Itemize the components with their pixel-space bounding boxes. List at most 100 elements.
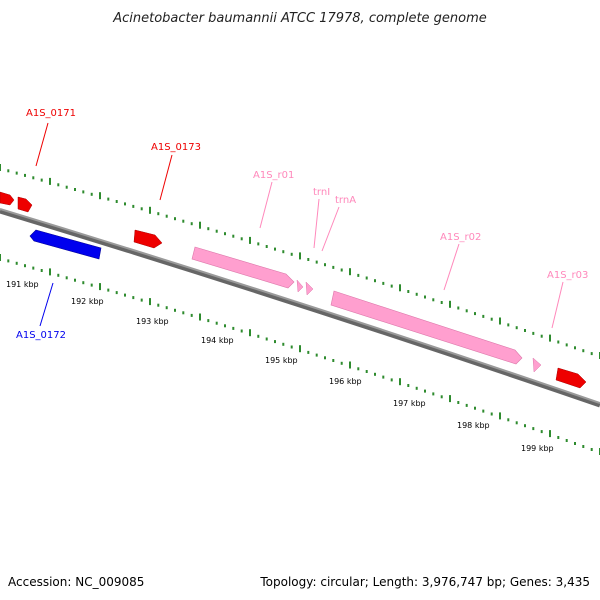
inner-ring-minor-tick (307, 350, 310, 354)
outer-ring-minor-tick (574, 346, 576, 350)
gene-arrow-trnI[interactable] (296, 279, 304, 293)
inner-tick-ring (0, 254, 600, 455)
inner-ring-minor-tick (515, 421, 518, 425)
tick-label-194: 194 kbp (201, 336, 234, 345)
inner-ring-major-tick (199, 313, 201, 321)
gene-label-trnI[interactable]: trnI (313, 187, 330, 198)
inner-ring-major-tick (249, 329, 251, 337)
outer-ring-minor-tick (357, 273, 360, 277)
inner-ring-minor-tick (24, 264, 26, 268)
inner-ring-minor-tick (240, 329, 243, 333)
gene-label-A1S_0172[interactable]: A1S_0172 (16, 330, 66, 341)
inner-ring-minor-tick (415, 386, 418, 390)
outer-ring-minor-tick (190, 222, 193, 226)
gene-label-A1S_0171[interactable]: A1S_0171 (26, 108, 76, 119)
inner-ring-minor-tick (82, 281, 85, 285)
inner-ring-major-tick (349, 361, 351, 369)
outer-ring-major-tick (499, 317, 501, 325)
gene-labels: A1S_0171 A1S_0172 A1S_0173 A1S_r01 trnI … (16, 108, 588, 341)
inner-ring-minor-tick (390, 378, 393, 382)
outer-ring-minor-tick (382, 281, 385, 285)
backbone-line (0, 208, 600, 404)
inner-ring-minor-tick (157, 303, 160, 307)
outer-ring-minor-tick (182, 219, 185, 223)
outer-ring-minor-tick (24, 173, 26, 177)
inner-ring-minor-tick (115, 291, 118, 295)
inner-ring-minor-tick (324, 356, 326, 360)
inner-ring-major-tick (449, 395, 451, 403)
outer-ring-minor-tick (340, 268, 343, 272)
outer-ring-minor-tick (557, 340, 560, 344)
outer-ring-minor-tick (215, 229, 218, 233)
gene-arrow-A1S_r02[interactable] (330, 290, 523, 365)
outer-ring-minor-tick (532, 331, 535, 335)
genome-title: Acinetobacter baumannii ATCC 17978, comp… (112, 11, 487, 26)
outer-ring-minor-tick (132, 204, 135, 208)
inner-ring-minor-tick (340, 361, 343, 365)
leader-A1S_0172 (39, 282, 54, 327)
inner-ring-minor-tick (132, 296, 135, 300)
inner-ring-minor-tick (315, 353, 318, 357)
inner-ring-major-tick (299, 345, 301, 353)
outer-ring-minor-tick (365, 276, 368, 280)
gene-arrow-A1S_r03[interactable] (555, 367, 587, 389)
inner-ring-minor-tick (74, 278, 76, 282)
inner-ring-minor-tick (365, 370, 368, 373)
gene-label-A1S_r02[interactable]: A1S_r02 (440, 232, 481, 243)
tick-label-196: 196 kbp (329, 377, 362, 386)
outer-ring-major-tick (249, 236, 251, 244)
inner-ring-minor-tick (524, 424, 526, 428)
inner-ring-minor-tick (557, 436, 560, 439)
gene-arrow-A1S_r01[interactable] (191, 246, 295, 289)
inner-ring-major-tick (49, 268, 51, 276)
gene-arrow-small-rna[interactable] (532, 357, 542, 373)
outer-ring-minor-tick (74, 188, 76, 191)
gene-arrow-A1S_0173[interactable] (133, 229, 163, 249)
gene-label-A1S_0173[interactable]: A1S_0173 (151, 142, 201, 153)
gene-A1S_0171[interactable] (0, 191, 33, 213)
outer-ring-minor-tick (457, 306, 460, 310)
gene-arrow-A1S_0171[interactable] (0, 191, 15, 206)
outer-ring-major-tick (149, 206, 151, 214)
outer-ring-minor-tick (290, 252, 293, 256)
inner-ring-major-tick (499, 412, 501, 420)
inner-ring-minor-tick (57, 273, 60, 277)
gene-label-A1S_r03[interactable]: A1S_r03 (547, 270, 588, 281)
inner-ring-minor-tick (574, 442, 576, 445)
tick-label-193: 193 kbp (136, 317, 169, 326)
inner-ring-minor-tick (465, 403, 468, 407)
leader-A1S_r02 (443, 243, 460, 291)
inner-ring-minor-tick (590, 448, 593, 451)
scale-labels: 191 kbp 192 kbp 193 kbp 194 kbp 195 kbp … (6, 280, 554, 453)
outer-ring-minor-tick (507, 323, 510, 327)
gene-features (0, 191, 587, 389)
accession-text: Accession: NC_009085 (8, 575, 144, 589)
gene-label-A1S_r01[interactable]: A1S_r01 (253, 170, 294, 181)
genome-summary-text: Topology: circular; Length: 3,976,747 bp… (259, 575, 590, 589)
gene-label-trnA[interactable]: trnA (335, 195, 356, 206)
inner-ring-minor-tick (507, 418, 510, 422)
gene-arrow-A1S_0171-part[interactable] (17, 196, 33, 213)
inner-ring-minor-tick (540, 430, 543, 434)
inner-ring-minor-tick (407, 384, 410, 387)
inner-ring-minor-tick (357, 367, 360, 371)
inner-ring-minor-tick (90, 283, 93, 287)
inner-ring-minor-tick (582, 445, 585, 448)
outer-ring-minor-tick (440, 301, 443, 304)
outer-ring-minor-tick (424, 295, 426, 299)
outer-ring-major-tick (299, 252, 301, 260)
outer-ring-minor-tick (40, 178, 43, 182)
outer-ring-major-tick (49, 177, 51, 185)
outer-ring-minor-tick (482, 314, 485, 318)
gene-arrow-trnA[interactable] (305, 281, 314, 296)
gene-arrow-A1S_0172[interactable] (29, 229, 102, 260)
outer-ring-minor-tick (582, 349, 585, 353)
inner-ring-minor-tick (15, 261, 18, 265)
inner-ring-minor-tick (274, 340, 276, 344)
inner-ring-minor-tick (232, 326, 235, 330)
outer-ring-minor-tick (115, 200, 118, 203)
outer-ring-major-tick (199, 221, 201, 229)
leader-A1S_0171 (35, 122, 49, 167)
inner-ring-minor-tick (424, 389, 426, 393)
